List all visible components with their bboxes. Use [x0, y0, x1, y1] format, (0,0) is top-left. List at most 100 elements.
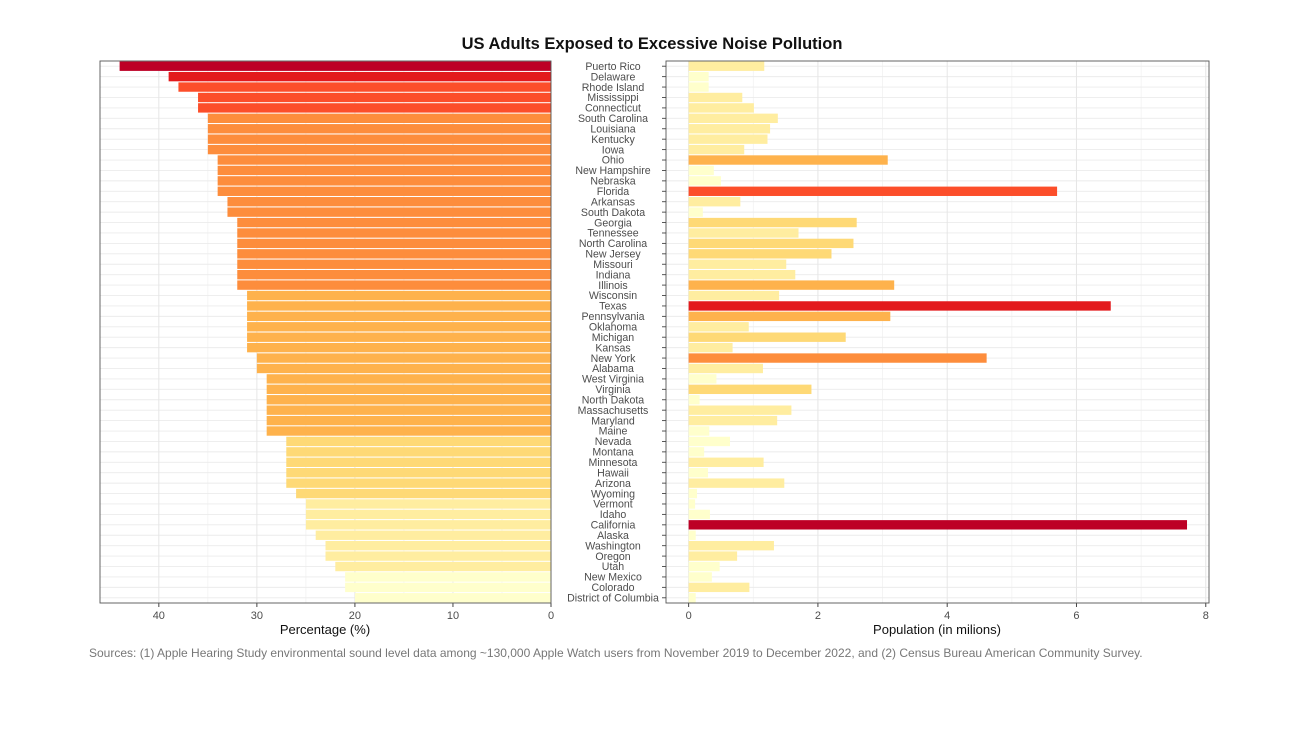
state-label-north-dakota: North Dakota: [582, 394, 645, 406]
state-label-new-hampshire: New Hampshire: [575, 165, 650, 177]
bar-new-york: [688, 353, 987, 363]
x-axis-title-population: Population (in milions): [873, 622, 1001, 637]
bar-missouri: [237, 259, 551, 269]
state-label-rhode-island: Rhode Island: [582, 82, 645, 94]
bar-new-jersey: [688, 249, 832, 259]
bar-california: [688, 520, 1188, 530]
bar-mississippi: [198, 92, 552, 103]
bar-illinois: [237, 280, 551, 290]
bar-north-dakota: [266, 395, 551, 405]
bar-alabama: [256, 363, 551, 374]
bar-nevada: [286, 436, 551, 447]
bar-indiana: [237, 269, 551, 280]
state-label-arkansas: Arkansas: [591, 196, 635, 208]
population-panel: 0 2 4 6 8: [662, 60, 1210, 622]
bar-maine: [688, 426, 710, 436]
bar-florida: [688, 186, 1058, 196]
bar-idaho: [688, 509, 710, 520]
bar-virginia: [266, 384, 551, 395]
bar-new-mexico: [688, 572, 712, 582]
bar-kansas: [688, 342, 733, 353]
x-tick-label: 6: [1073, 610, 1079, 622]
state-label-massachusetts: Massachusetts: [578, 405, 649, 417]
bar-vermont: [688, 499, 696, 509]
bar-south-carolina: [207, 113, 551, 124]
bar-north-carolina: [688, 238, 854, 249]
bar-colorado: [688, 582, 750, 593]
bar-minnesota: [688, 457, 764, 467]
bar-kansas: [247, 342, 551, 353]
x-tick-label: 2: [815, 610, 821, 622]
bar-virginia: [688, 384, 812, 395]
state-label-north-carolina: North Carolina: [579, 238, 647, 250]
bar-maine: [266, 426, 551, 436]
state-label-indiana: Indiana: [596, 269, 631, 281]
bar-puerto-rico: [119, 61, 551, 71]
state-label-maine: Maine: [599, 426, 628, 438]
bar-wyoming: [688, 488, 698, 499]
bar-kentucky: [207, 134, 551, 144]
state-label-new-york: New York: [591, 353, 636, 365]
bar-ohio: [688, 155, 888, 165]
bar-iowa: [688, 144, 745, 155]
bar-georgia: [237, 217, 551, 228]
state-label-california: California: [591, 520, 636, 532]
bar-south-carolina: [688, 113, 778, 124]
percentage-panel: 40 30 20 10 0: [99, 60, 554, 622]
bar-massachusetts: [688, 405, 792, 415]
bar-oregon: [688, 551, 738, 561]
x-tick-label: 8: [1203, 610, 1209, 622]
bar-indiana: [688, 269, 796, 280]
x-tick-label: 0: [686, 610, 692, 622]
x-tick-label: 10: [447, 610, 459, 622]
state-label-mississippi: Mississippi: [587, 92, 638, 104]
state-label-oklahoma: Oklahoma: [589, 321, 637, 333]
bar-new-hampshire: [688, 165, 714, 176]
state-label-missouri: Missouri: [593, 259, 632, 271]
bar-texas: [688, 301, 1111, 311]
bar-delaware: [688, 71, 709, 82]
bar-district-of-columbia: [354, 593, 551, 603]
state-label-new-jersey: New Jersey: [585, 249, 641, 261]
bar-florida: [217, 186, 552, 196]
bar-illinois: [688, 280, 895, 290]
state-label-oregon: Oregon: [595, 551, 630, 563]
bar-hawaii: [286, 468, 551, 478]
bar-colorado: [345, 582, 551, 593]
state-label-colorado: Colorado: [592, 582, 635, 594]
bar-wisconsin: [247, 290, 551, 301]
bar-montana: [688, 447, 705, 457]
bar-oklahoma: [688, 322, 749, 332]
bar-rhode-island: [688, 82, 709, 92]
state-label-kentucky: Kentucky: [591, 134, 635, 146]
bar-wisconsin: [688, 290, 780, 301]
x-tick-label: 0: [548, 610, 554, 622]
bar-south-dakota: [227, 207, 551, 217]
bar-arizona: [688, 478, 785, 488]
bar-puerto-rico: [688, 61, 765, 71]
bar-hawaii: [688, 468, 709, 478]
x-tick-label: 4: [944, 610, 950, 622]
bar-pennsylvania: [247, 311, 551, 322]
panel-border: [99, 60, 552, 604]
state-label-south-carolina: South Carolina: [578, 113, 648, 125]
bar-georgia: [688, 217, 857, 228]
bar-arizona: [286, 478, 551, 488]
state-label-virginia: Virginia: [595, 384, 630, 396]
bar-new-mexico: [345, 572, 551, 582]
bar-alaska: [688, 530, 696, 540]
bar-washington: [325, 540, 551, 551]
bar-new-york: [256, 353, 551, 363]
state-label-wyoming: Wyoming: [591, 488, 635, 500]
state-label-puerto-rico: Puerto Rico: [585, 61, 640, 73]
state-label-kansas: Kansas: [595, 342, 630, 354]
bar-connecticut: [198, 103, 552, 113]
state-label-iowa: Iowa: [602, 144, 624, 156]
bar-maryland: [688, 415, 778, 426]
bar-nebraska: [688, 176, 721, 186]
bar-ohio: [217, 155, 552, 165]
bar-nebraska: [217, 176, 552, 186]
bar-kentucky: [688, 134, 768, 144]
